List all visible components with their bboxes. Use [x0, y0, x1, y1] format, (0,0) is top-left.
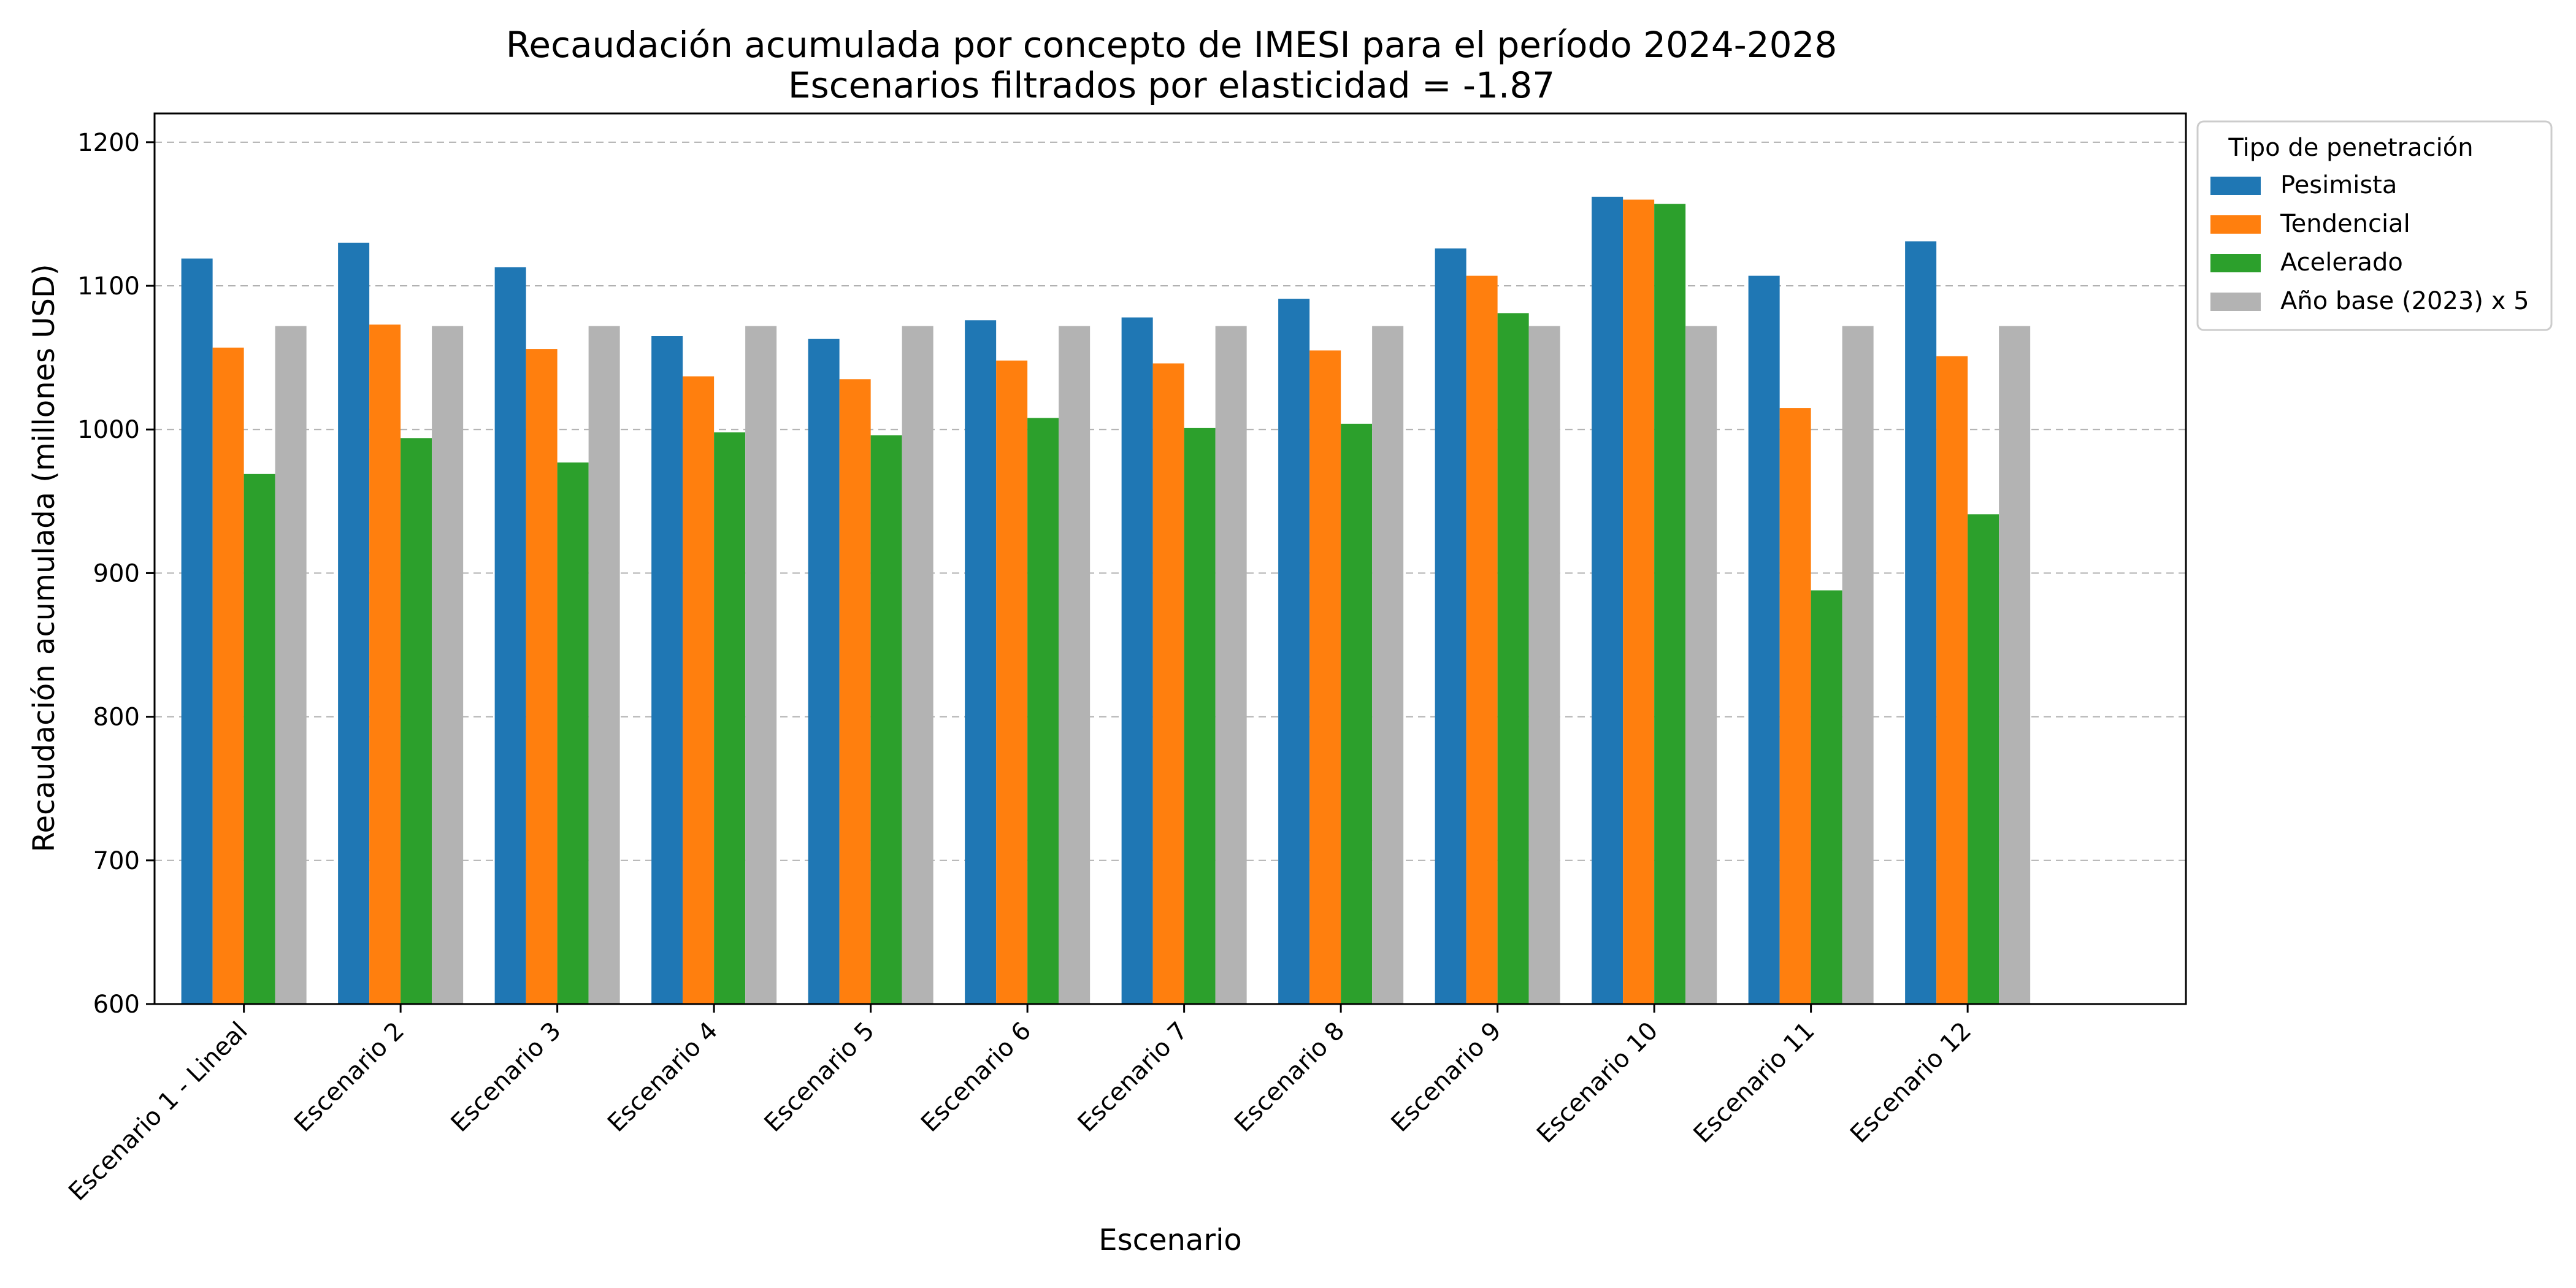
legend-label: Tendencial — [2280, 210, 2410, 238]
legend-label: Año base (2023) x 5 — [2280, 287, 2529, 315]
bar — [808, 339, 840, 1005]
y-axis-label: Recaudación acumulada (millones USD) — [27, 264, 61, 852]
x-tick-label: Escenario 1 - Lineal — [63, 1017, 253, 1206]
x-tick-label: Escenario 11 — [1689, 1017, 1820, 1149]
bar — [1936, 356, 1968, 1004]
x-tick-label: Escenario 10 — [1531, 1017, 1663, 1149]
bar — [588, 326, 620, 1004]
bar — [996, 360, 1028, 1004]
y-tick-label: 1100 — [77, 272, 140, 301]
y-axis: 600 700 800 900 1000 1100 1200 — [77, 129, 155, 1019]
bar — [494, 267, 526, 1004]
bar — [745, 326, 777, 1004]
chart-subtitle: Escenarios filtrados por elasticidad = -… — [788, 64, 1555, 106]
legend-swatch — [2210, 215, 2261, 234]
bar — [1623, 199, 1655, 1005]
bar — [1215, 326, 1247, 1004]
bar — [1811, 590, 1842, 1004]
bar — [1341, 423, 1373, 1004]
bar — [1779, 408, 1811, 1004]
bar — [557, 462, 589, 1004]
bar — [1528, 326, 1560, 1004]
y-tick-label: 800 — [93, 703, 140, 732]
bar — [1497, 313, 1529, 1004]
bar — [243, 473, 275, 1004]
x-tick-label: Escenario 6 — [916, 1017, 1037, 1138]
y-tick-label: 600 — [93, 991, 140, 1019]
bar — [432, 326, 464, 1004]
legend-items: Pesimista Tendencial Acelerado Año base (20… — [2210, 171, 2529, 315]
x-tick-label: Escenario 9 — [1386, 1017, 1507, 1138]
bar — [1121, 317, 1153, 1004]
bar — [526, 349, 558, 1004]
bar — [965, 320, 997, 1004]
bar — [1152, 363, 1184, 1004]
bar — [1748, 275, 1780, 1005]
bar — [1372, 326, 1404, 1004]
bar — [369, 324, 401, 1004]
x-tick-label: Escenario 12 — [1845, 1017, 1977, 1149]
bar — [1027, 418, 1059, 1004]
legend-label: Acelerado — [2280, 248, 2403, 277]
bar — [1184, 427, 1216, 1004]
x-axis-label: Escenario — [1098, 1223, 1242, 1257]
y-tick-label: 1000 — [77, 416, 140, 444]
bar — [870, 435, 902, 1004]
bar — [1685, 326, 1717, 1004]
bar — [1654, 204, 1686, 1004]
chart-title: Recaudación acumulada por concepto de IM… — [505, 24, 1838, 66]
bar — [1968, 514, 1999, 1004]
bar — [212, 347, 244, 1004]
bar — [1905, 241, 1937, 1004]
legend-swatch — [2210, 177, 2261, 195]
y-tick-label: 1200 — [77, 129, 140, 157]
bar — [1059, 326, 1091, 1004]
bar — [1592, 196, 1623, 1004]
bar — [1842, 326, 1874, 1004]
legend-title: Tipo de penetración — [2228, 134, 2473, 162]
bar — [401, 438, 432, 1004]
bar — [1309, 350, 1341, 1004]
bar — [338, 242, 370, 1005]
bar — [275, 326, 307, 1004]
x-tick-label: Escenario 2 — [289, 1017, 410, 1138]
legend-label: Pesimista — [2280, 171, 2397, 199]
plot-frame — [153, 112, 2187, 1005]
bar — [683, 376, 715, 1004]
x-tick-label: Escenario 4 — [602, 1017, 723, 1138]
x-tick-label: Escenario 5 — [759, 1017, 880, 1138]
x-axis: Escenario 1 - Lineal Escenario 2 Escenario… — [63, 1004, 1977, 1206]
x-tick-label: Escenario 3 — [446, 1017, 567, 1138]
bar — [651, 336, 683, 1004]
legend-frame — [2196, 120, 2553, 331]
bars — [181, 196, 2031, 1005]
legend-swatch — [2210, 293, 2261, 311]
y-tick-label: 900 — [93, 559, 140, 588]
legend: Tipo de penetración Pesimista Tendencial A… — [2196, 120, 2553, 331]
bar — [1466, 275, 1498, 1005]
legend-swatch — [2210, 254, 2261, 272]
x-tick-label: Escenario 8 — [1229, 1017, 1350, 1138]
x-tick-label: Escenario 7 — [1073, 1017, 1194, 1138]
bar — [181, 258, 213, 1004]
bar — [1999, 326, 2031, 1004]
bar — [1278, 299, 1310, 1005]
bar — [902, 326, 933, 1004]
bar — [1435, 248, 1466, 1004]
bar — [839, 379, 871, 1004]
y-tick-label: 700 — [93, 847, 140, 875]
bar — [714, 432, 746, 1004]
